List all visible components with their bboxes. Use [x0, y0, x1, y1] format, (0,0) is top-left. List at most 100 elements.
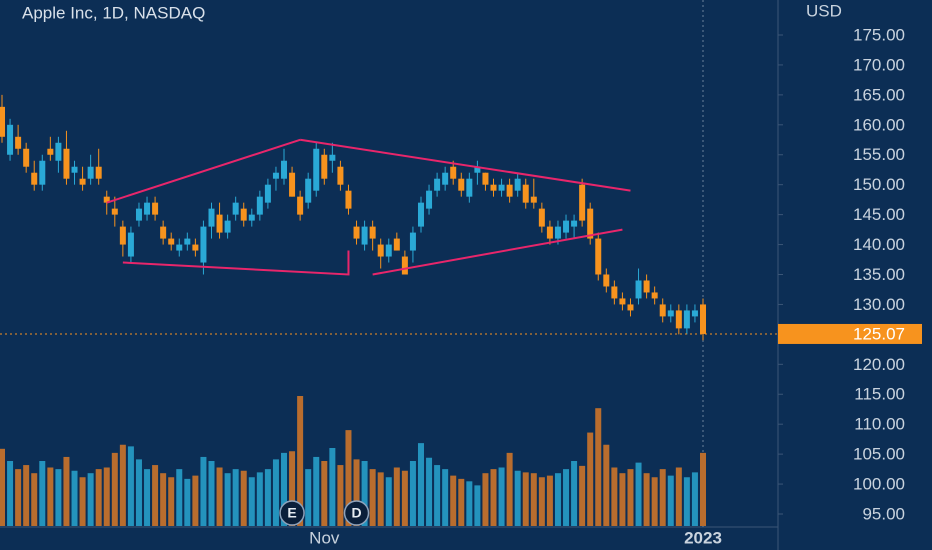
candle-body — [611, 286, 618, 299]
candle-body — [289, 172, 296, 197]
candle-body — [168, 238, 175, 245]
volume-bar — [144, 469, 151, 526]
volume-bar — [119, 444, 126, 526]
volume-bar — [272, 459, 279, 526]
x-tick-label: 2023 — [684, 528, 722, 547]
volume-bar — [192, 475, 199, 526]
volume-bar — [595, 408, 602, 526]
volume-bar — [611, 467, 618, 526]
volume-bar — [522, 472, 529, 526]
candle-body — [297, 196, 304, 215]
candle-body — [458, 178, 465, 191]
y-tick-label: 130.00 — [853, 295, 905, 314]
volume-bar — [482, 473, 489, 526]
volume-bar — [401, 470, 408, 526]
candle-body — [700, 304, 706, 334]
y-tick-label: 135.00 — [853, 265, 905, 284]
candle-body — [176, 244, 183, 251]
candle-body — [401, 256, 408, 275]
candle-body — [192, 244, 199, 251]
candle-body — [587, 208, 594, 239]
candle-body — [0, 106, 5, 137]
candle-body — [691, 310, 698, 317]
chart-title: Apple Inc, 1D, NASDAQ — [22, 3, 205, 22]
event-marker — [343, 500, 370, 526]
volume-bar — [691, 472, 698, 526]
candle-body — [546, 226, 553, 239]
volume-bar — [111, 452, 118, 526]
volume-bar — [603, 444, 610, 526]
volume-bar — [393, 467, 400, 526]
candle-body — [619, 298, 626, 305]
candle-body — [466, 178, 473, 197]
candle-body — [345, 190, 352, 209]
candle-body — [79, 178, 86, 185]
candle-body — [63, 148, 70, 179]
candle-body — [39, 160, 46, 185]
volume-bar — [563, 469, 570, 526]
candle-body — [450, 166, 457, 179]
candle-body — [498, 184, 505, 191]
volume-bar — [95, 469, 102, 526]
volume-bar — [417, 443, 424, 526]
candle-body — [31, 172, 38, 185]
volume-bar — [23, 465, 30, 526]
volume-bar — [87, 473, 94, 526]
volume-bar — [361, 461, 368, 526]
volume-bar — [538, 477, 545, 526]
volume-bar — [329, 448, 336, 526]
candle-body — [369, 226, 376, 239]
volume-bar — [168, 477, 175, 526]
volume-bar — [450, 475, 457, 526]
volume-bar — [55, 469, 62, 526]
volume-bar — [208, 461, 215, 526]
candle-body — [490, 184, 497, 191]
candle-body — [417, 202, 424, 227]
volume-bar — [184, 478, 191, 526]
y-tick-label: 110.00 — [854, 415, 905, 434]
candle-body — [571, 220, 578, 227]
volume-bar — [127, 446, 134, 526]
candle-body — [651, 292, 658, 299]
volume-bar — [667, 475, 674, 526]
volume-bar — [63, 456, 70, 526]
y-tick-label: 95.00 — [862, 504, 905, 523]
volume-bar — [506, 452, 513, 526]
candle-body — [313, 148, 320, 191]
y-tick-label: 175.00 — [853, 25, 905, 44]
candle-body — [474, 166, 481, 173]
candle-body — [208, 208, 215, 227]
event-marker — [279, 500, 305, 526]
y-tick-label: 105.00 — [853, 445, 905, 464]
trend-line — [122, 250, 350, 276]
volume-bar — [216, 467, 223, 526]
candle-body — [127, 232, 134, 257]
y-tick-label: 100.00 — [853, 475, 905, 494]
volume-bar — [256, 472, 263, 526]
candle-body — [111, 208, 118, 215]
y-tick-label: 170.00 — [853, 55, 905, 74]
candle-body — [200, 226, 207, 263]
last-price-label: 125.07 — [853, 324, 905, 343]
y-tick-label: 165.00 — [853, 85, 905, 104]
y-tick-label: 160.00 — [853, 115, 905, 134]
candle-body — [103, 196, 110, 203]
volume-bar — [546, 475, 553, 526]
volume-bar — [571, 461, 578, 526]
volume-bar — [281, 452, 288, 526]
trend-line — [372, 228, 623, 276]
volume-bar — [240, 470, 247, 526]
volume-bar — [426, 457, 433, 526]
volume-bar — [79, 477, 86, 526]
candle-body — [256, 196, 263, 215]
volume-bar — [313, 456, 320, 526]
event-label: E — [287, 505, 296, 521]
candle-body — [442, 172, 449, 185]
volume-bar — [152, 465, 159, 526]
volume-bar — [458, 478, 465, 526]
candle-body — [482, 172, 489, 185]
y-tick-label: 155.00 — [853, 145, 905, 164]
candle-body — [281, 160, 288, 179]
volume-bar — [498, 467, 505, 526]
